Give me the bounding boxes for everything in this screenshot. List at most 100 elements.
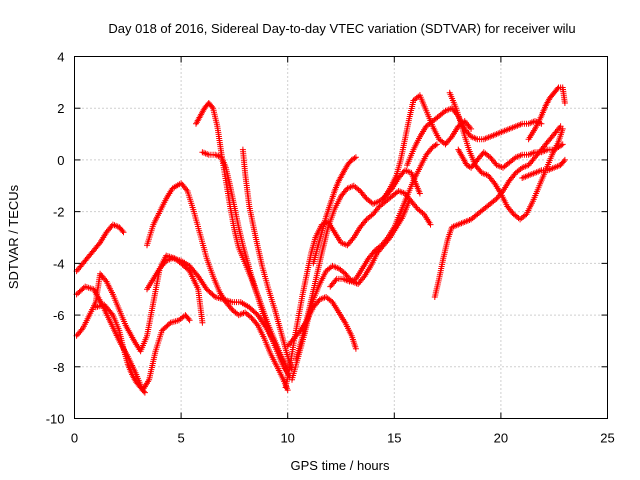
data-point bbox=[159, 267, 161, 270]
data-point bbox=[438, 138, 440, 140]
series-trace bbox=[242, 148, 293, 371]
data-point bbox=[387, 236, 389, 239]
data-point bbox=[321, 252, 323, 254]
data-point bbox=[263, 337, 266, 340]
data-point bbox=[408, 200, 411, 203]
data-point bbox=[127, 363, 129, 366]
data-point bbox=[495, 133, 498, 135]
data-point bbox=[402, 216, 404, 218]
series-2 bbox=[73, 252, 206, 355]
data-point bbox=[423, 213, 425, 215]
data-point bbox=[203, 107, 206, 109]
data-point bbox=[338, 311, 340, 314]
data-point bbox=[103, 303, 106, 306]
data-point bbox=[502, 130, 504, 133]
data-point bbox=[152, 301, 155, 303]
data-point bbox=[547, 169, 549, 172]
data-point bbox=[378, 200, 381, 203]
data-point bbox=[75, 335, 78, 337]
data-point bbox=[361, 267, 364, 270]
data-point bbox=[419, 94, 421, 97]
data-point bbox=[412, 99, 415, 102]
data-point bbox=[291, 378, 293, 381]
data-point bbox=[242, 148, 244, 151]
data-point bbox=[214, 154, 216, 156]
data-point bbox=[152, 223, 155, 226]
data-point bbox=[148, 378, 150, 381]
data-point bbox=[267, 288, 270, 291]
data-point bbox=[561, 143, 564, 146]
data-point bbox=[325, 216, 327, 218]
data-point bbox=[515, 172, 517, 174]
series-21 bbox=[525, 84, 568, 143]
data-point bbox=[282, 340, 285, 342]
data-point bbox=[208, 102, 210, 104]
data-point bbox=[325, 296, 327, 298]
y-tick-label: -4 bbox=[53, 256, 65, 271]
data-point bbox=[455, 107, 457, 109]
series-0 bbox=[73, 221, 127, 275]
data-point bbox=[95, 301, 97, 303]
data-point bbox=[397, 190, 400, 192]
series-19 bbox=[455, 141, 566, 171]
x-tick-label: 0 bbox=[71, 431, 78, 446]
data-point bbox=[205, 257, 208, 260]
data-point bbox=[274, 340, 276, 342]
data-point bbox=[502, 166, 504, 169]
data-point bbox=[357, 283, 359, 285]
data-point bbox=[216, 125, 219, 128]
data-point bbox=[171, 257, 174, 260]
data-point bbox=[95, 306, 97, 309]
data-point bbox=[286, 345, 289, 347]
x-tick-label: 15 bbox=[387, 431, 401, 446]
x-tick-label: 25 bbox=[600, 431, 614, 446]
series-10 bbox=[289, 198, 413, 383]
series-9 bbox=[282, 188, 434, 391]
series-20 bbox=[519, 156, 568, 181]
chart-title: Day 018 of 2016, Sidereal Day-to-day VTE… bbox=[108, 21, 575, 36]
y-tick-labels: -10 -8 -6 -4 -2 0 2 4 bbox=[46, 50, 65, 427]
data-point bbox=[457, 125, 460, 128]
data-point bbox=[184, 314, 187, 316]
plot-frame bbox=[74, 56, 608, 419]
data-point bbox=[372, 213, 374, 215]
data-point bbox=[237, 226, 240, 228]
data-point bbox=[493, 182, 496, 184]
series-4 bbox=[144, 180, 291, 394]
data-point bbox=[487, 174, 489, 177]
data-point bbox=[561, 86, 564, 89]
data-point bbox=[521, 177, 523, 179]
data-point bbox=[444, 143, 447, 146]
data-point bbox=[557, 146, 560, 148]
data-point bbox=[404, 138, 406, 140]
data-point bbox=[212, 275, 214, 278]
data-point bbox=[314, 280, 317, 283]
data-point bbox=[214, 296, 216, 298]
x-axis-label: GPS time / hours bbox=[291, 458, 390, 473]
data-point bbox=[431, 146, 434, 148]
data-point bbox=[244, 172, 246, 174]
data-point bbox=[399, 159, 402, 161]
data-point bbox=[327, 226, 330, 228]
data-point bbox=[161, 329, 163, 332]
series-7 bbox=[199, 149, 291, 373]
x-tick-label: 5 bbox=[177, 431, 184, 446]
data-point bbox=[274, 309, 276, 311]
data-point bbox=[374, 249, 376, 252]
data-point bbox=[250, 275, 253, 278]
data-point bbox=[515, 156, 517, 159]
data-point bbox=[112, 223, 114, 226]
data-point bbox=[346, 244, 349, 247]
data-point bbox=[329, 285, 332, 288]
data-point bbox=[318, 283, 321, 285]
data-point bbox=[476, 159, 479, 161]
data-point bbox=[284, 386, 287, 389]
data-point bbox=[269, 353, 272, 355]
data-point bbox=[540, 151, 543, 153]
series-trace bbox=[291, 200, 410, 381]
series-18 bbox=[446, 89, 566, 223]
series-6 bbox=[193, 100, 293, 381]
grid bbox=[74, 56, 608, 419]
data-point bbox=[246, 260, 248, 262]
data-point bbox=[412, 179, 415, 182]
